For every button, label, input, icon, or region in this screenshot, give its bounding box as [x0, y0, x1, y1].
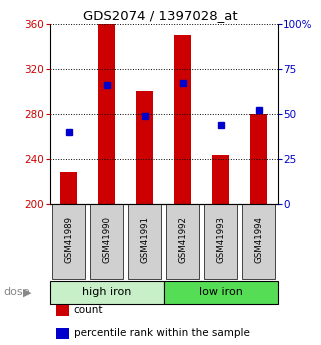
- Bar: [164, 281, 278, 304]
- Text: high iron: high iron: [82, 287, 131, 297]
- Text: ▶: ▶: [23, 287, 31, 297]
- Text: GSM41991: GSM41991: [140, 216, 149, 264]
- Bar: [136, 91, 153, 204]
- Text: count: count: [74, 305, 103, 315]
- Bar: [90, 204, 124, 279]
- Bar: [128, 204, 161, 279]
- Text: percentile rank within the sample: percentile rank within the sample: [74, 328, 250, 338]
- Text: GSM41993: GSM41993: [216, 216, 225, 264]
- Bar: [98, 24, 115, 204]
- Bar: [52, 204, 85, 279]
- Text: GSM41994: GSM41994: [254, 216, 263, 264]
- Bar: [50, 281, 164, 304]
- Bar: [60, 172, 77, 204]
- Bar: [204, 204, 238, 279]
- Text: GSM41990: GSM41990: [102, 216, 111, 264]
- Bar: [242, 204, 275, 279]
- Text: dose: dose: [3, 287, 30, 297]
- Text: GDS2074 / 1397028_at: GDS2074 / 1397028_at: [83, 9, 238, 22]
- Text: GSM41989: GSM41989: [64, 216, 73, 264]
- Bar: [250, 114, 267, 204]
- Text: GSM41992: GSM41992: [178, 216, 187, 264]
- Bar: [212, 155, 229, 204]
- Bar: [166, 204, 199, 279]
- Text: low iron: low iron: [199, 287, 243, 297]
- Bar: [174, 35, 191, 204]
